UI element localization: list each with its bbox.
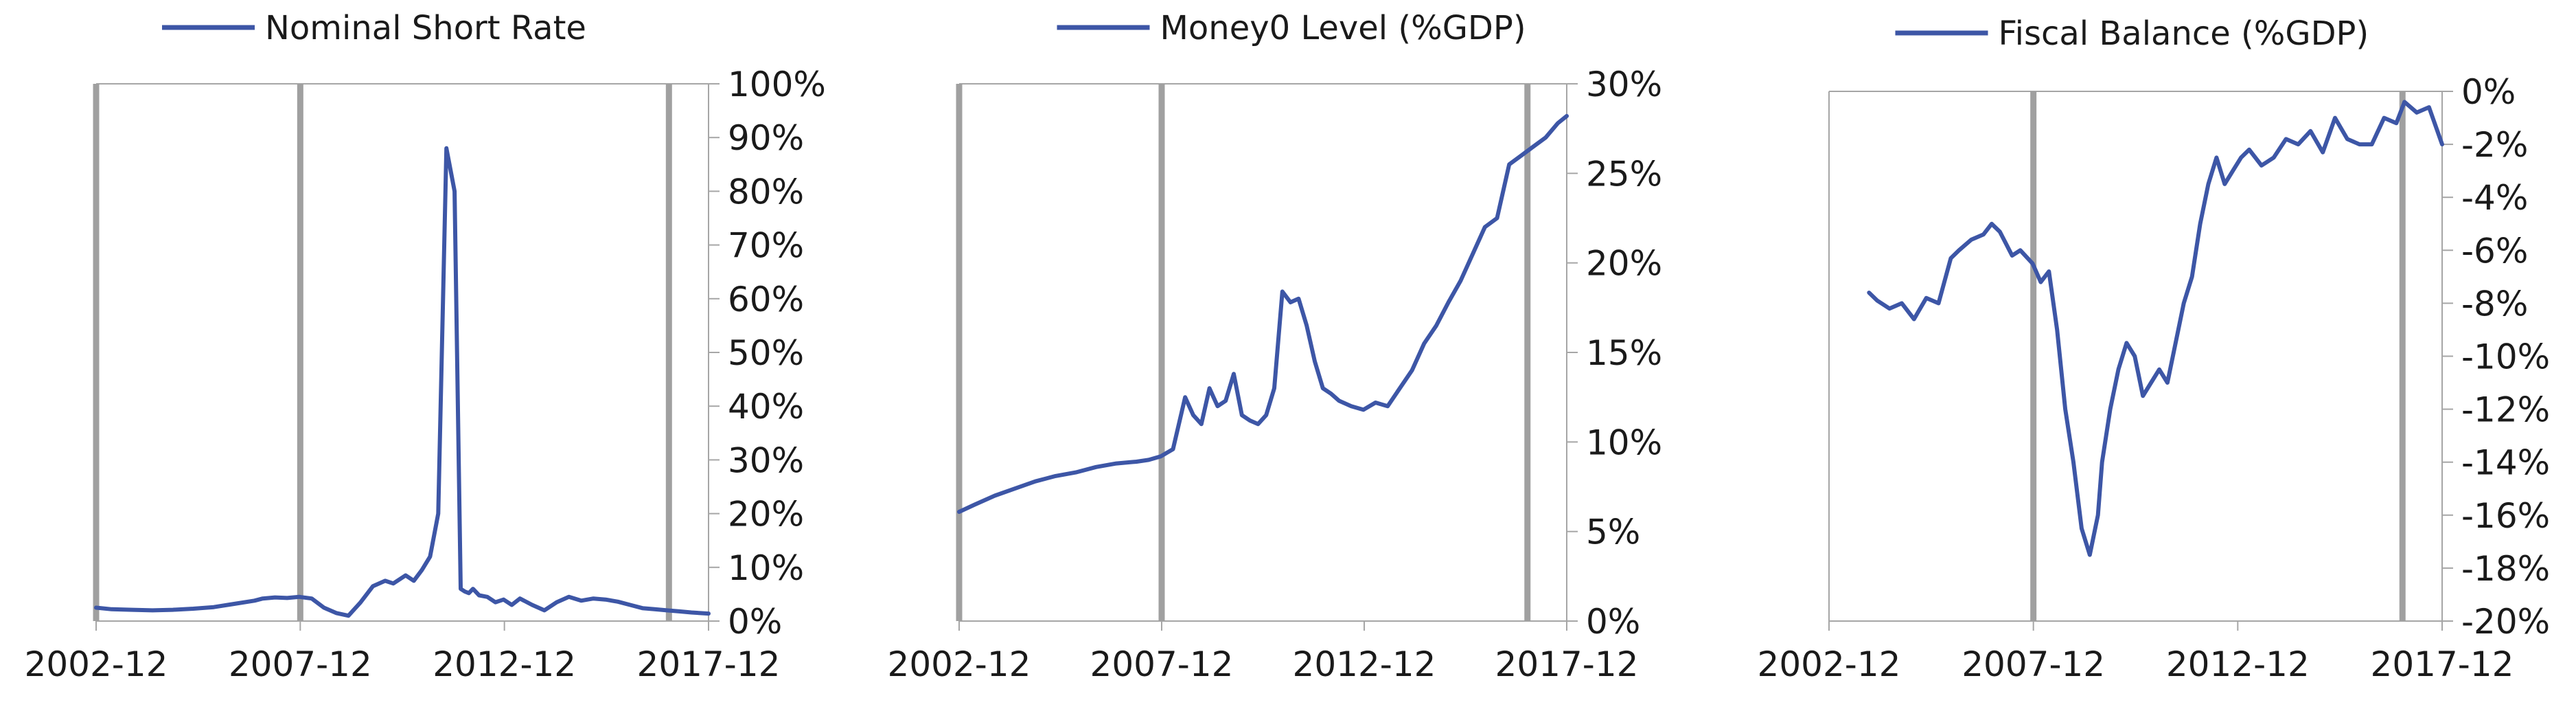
y-tick-label: 0%: [2461, 72, 2516, 112]
legend-label: Fiscal Balance (%GDP): [1999, 14, 2369, 53]
y-tick-label: 50%: [728, 333, 804, 373]
x-tick-label: 2012-12: [1293, 644, 1436, 684]
x-tick-label: 2017-12: [1495, 644, 1639, 684]
y-tick-label: 15%: [1586, 333, 1662, 373]
y-tick-label: -4%: [2461, 178, 2528, 218]
chart-1: 0% 10% 20% 30% 40% 50% 60% 70% 80% 90% 100% 2002-12…: [25, 9, 826, 684]
y-tick-label: -8%: [2461, 284, 2528, 324]
x-tick-label: 2012-12: [2166, 644, 2310, 684]
y-tick-label: 25%: [1586, 154, 1662, 194]
y-tick-label: 30%: [728, 440, 804, 480]
y-tick-label: 0%: [1586, 602, 1640, 642]
y-tick-label: 60%: [728, 280, 804, 319]
x-tick-label: 2002-12: [25, 644, 168, 684]
y-tick-label: 70%: [728, 226, 804, 266]
y-tick-label: 20%: [1586, 244, 1662, 284]
chart-2: 0% 5% 10% 15% 20% 25% 30% 2002-12 2007-12 2012-12…: [888, 9, 1663, 684]
legend-label: Money0 Level (%GDP): [1160, 9, 1526, 47]
y-tick-label: 40%: [728, 387, 804, 427]
y-tick-label: -12%: [2461, 390, 2550, 430]
y-tick-label: -14%: [2461, 443, 2550, 483]
x-tick-label: 2007-12: [229, 644, 372, 684]
series-line: [1867, 100, 2444, 557]
y-tick-label: -2%: [2461, 125, 2528, 165]
series-line: [957, 113, 1569, 514]
series-line: [94, 146, 711, 618]
x-tick-label: 2007-12: [1090, 644, 1234, 684]
x-tick-label: 2012-12: [433, 644, 576, 684]
x-tick-label: 2007-12: [1962, 644, 2105, 684]
y-tick-label: -20%: [2461, 602, 2550, 642]
y-tick-label: -6%: [2461, 231, 2528, 271]
y-tick-label: 10%: [728, 548, 804, 588]
y-tick-label: 100%: [728, 65, 826, 104]
y-tick-label: 0%: [728, 602, 782, 642]
x-tick-label: 2017-12: [637, 644, 781, 684]
x-tick-label: 2017-12: [2371, 644, 2514, 684]
x-tick-label: 2002-12: [888, 644, 1031, 684]
y-tick-label: 20%: [728, 495, 804, 534]
y-tick-label: -16%: [2461, 496, 2550, 536]
y-tick-label: 5%: [1586, 513, 1640, 552]
y-tick-label: 10%: [1586, 423, 1662, 462]
legend-label: Nominal Short Rate: [265, 9, 586, 47]
x-tick-label: 2002-12: [1758, 644, 1901, 684]
y-tick-label: -10%: [2461, 337, 2550, 377]
y-tick-label: 30%: [1586, 65, 1662, 104]
chart-3: -20% -18% -16% -14% -12% -10% -8% -6% -4% -2% 0% 20…: [1758, 14, 2551, 684]
y-tick-label: -18%: [2461, 549, 2550, 589]
y-tick-label: 90%: [728, 118, 804, 158]
y-tick-label: 80%: [728, 172, 804, 212]
